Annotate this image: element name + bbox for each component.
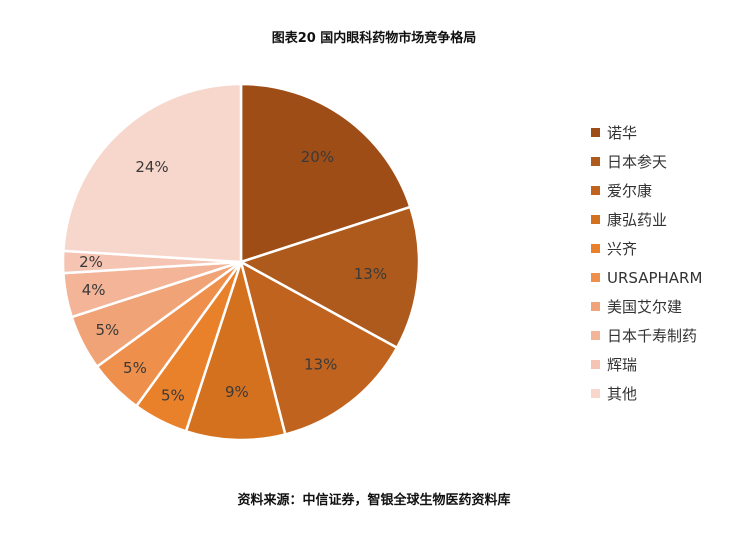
legend-swatch: [591, 389, 600, 398]
legend-item: 日本参天: [591, 147, 741, 176]
legend-item: 辉瑞: [591, 350, 741, 379]
legend-swatch: [591, 244, 600, 253]
legend-label: 康弘药业: [607, 211, 668, 229]
legend-swatch: [591, 186, 600, 195]
legend-swatch: [591, 157, 600, 166]
legend-label: URSAPHARM: [607, 268, 703, 287]
source-note: 资料来源：中信证券，智银全球生物医药资料库: [237, 493, 511, 508]
legend-label: 兴齐: [607, 240, 638, 258]
pie-slice: [184, 257, 287, 442]
legend-item: 康弘药业: [591, 205, 741, 234]
legend-item: 美国艾尔建: [591, 292, 741, 321]
legend-label: 爱尔康: [607, 182, 653, 200]
legend-item: URSAPHARM: [591, 263, 741, 292]
legend-swatch: [591, 331, 600, 340]
slice-percent-label: 2%: [79, 253, 103, 271]
legend-label: 日本参天: [607, 153, 668, 171]
legend-item: 其他: [591, 379, 741, 408]
slice-percent-label: 4%: [82, 281, 106, 299]
pie-slice: [239, 259, 399, 436]
legend-item: 兴齐: [591, 234, 741, 263]
pie-slice: [237, 205, 421, 350]
slice-percent-label: 5%: [95, 321, 119, 339]
pie-slice: [239, 82, 412, 264]
legend-swatch: [591, 360, 600, 369]
legend-label: 美国艾尔建: [607, 298, 683, 316]
pie-slice: [62, 82, 243, 264]
legend-item: 爱尔康: [591, 176, 741, 205]
slice-percent-label: 20%: [301, 148, 334, 166]
legend-label: 辉瑞: [607, 356, 638, 374]
slice-percent-label: 9%: [225, 383, 249, 401]
chart-legend: 诺华日本参天爱尔康康弘药业兴齐 URSAPHARM 美国艾尔建日本千寿制药 辉瑞其他: [591, 118, 741, 408]
slice-percent-label: 24%: [135, 158, 168, 176]
pie-slices: [61, 82, 421, 442]
legend-swatch: [591, 215, 600, 224]
legend-label: 其他: [607, 385, 638, 403]
legend-label: 日本千寿制药: [607, 327, 698, 345]
slice-percent-label: 13%: [304, 356, 337, 374]
legend-item: 诺华: [591, 118, 741, 147]
chart-title: 图表20 国内眼科药物市场竞争格局: [271, 31, 477, 46]
legend-swatch: [591, 302, 600, 311]
legend-label: 诺华: [607, 124, 638, 142]
pie-labels: 20% 13% 13% 9% 5% 5% 5% 4% 2% 24%: [79, 148, 387, 405]
legend-item: 日本千寿制药: [591, 321, 741, 350]
legend-swatch: [591, 273, 600, 282]
slice-percent-label: 5%: [161, 387, 185, 405]
slice-percent-label: 5%: [123, 359, 147, 377]
slice-percent-label: 13%: [354, 265, 387, 283]
legend-swatch: [591, 128, 600, 137]
